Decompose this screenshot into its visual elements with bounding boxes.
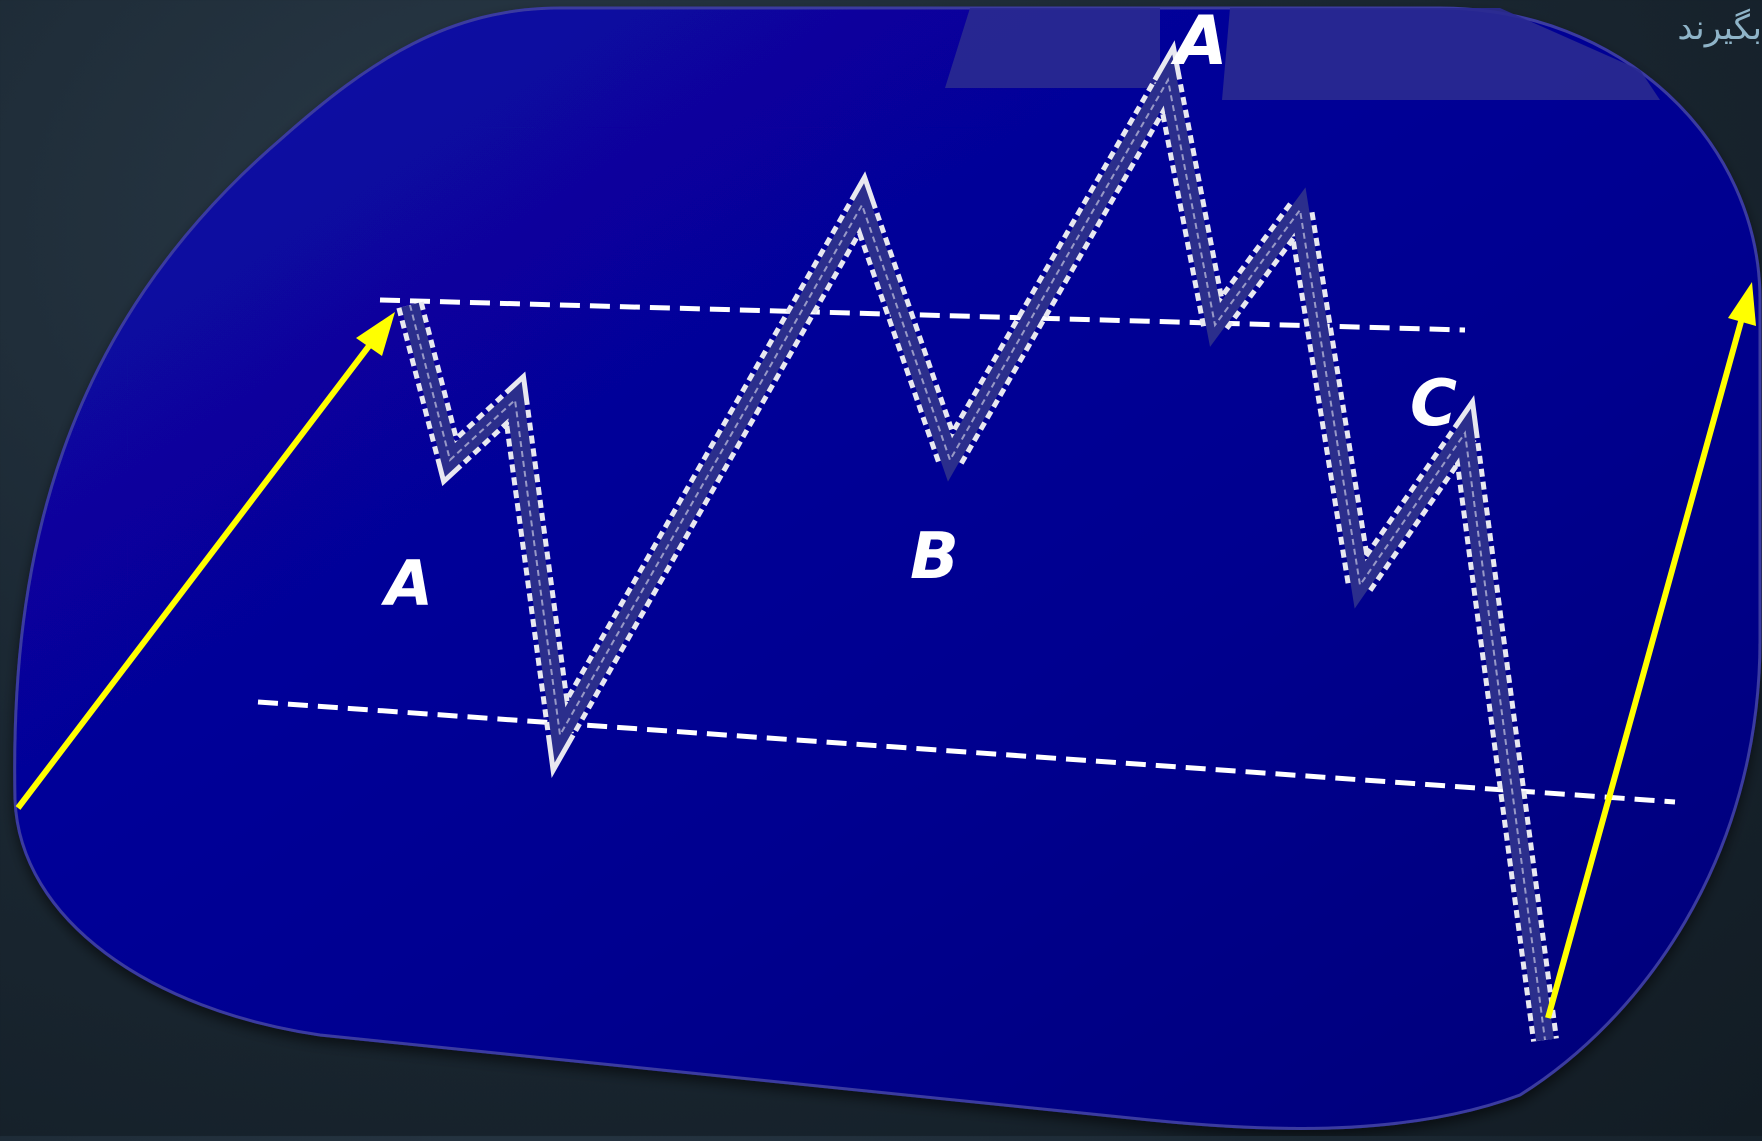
arrow-right <box>1545 282 1756 1019</box>
diagram-panel <box>13 6 1762 1130</box>
label-a-top: A <box>1170 2 1228 81</box>
arrow-left <box>15 312 395 810</box>
label-b: B <box>910 520 959 594</box>
lower-dashed-line <box>257 699 1676 805</box>
header-box-right <box>1222 8 1660 100</box>
upper-dashed-line <box>379 297 1466 333</box>
label-a-left: A <box>380 547 433 620</box>
wave-path <box>396 40 1559 1042</box>
slide-corner-text: بگیرند <box>1677 8 1762 48</box>
header-box-left <box>945 8 1160 88</box>
label-c: C <box>1410 367 1457 441</box>
